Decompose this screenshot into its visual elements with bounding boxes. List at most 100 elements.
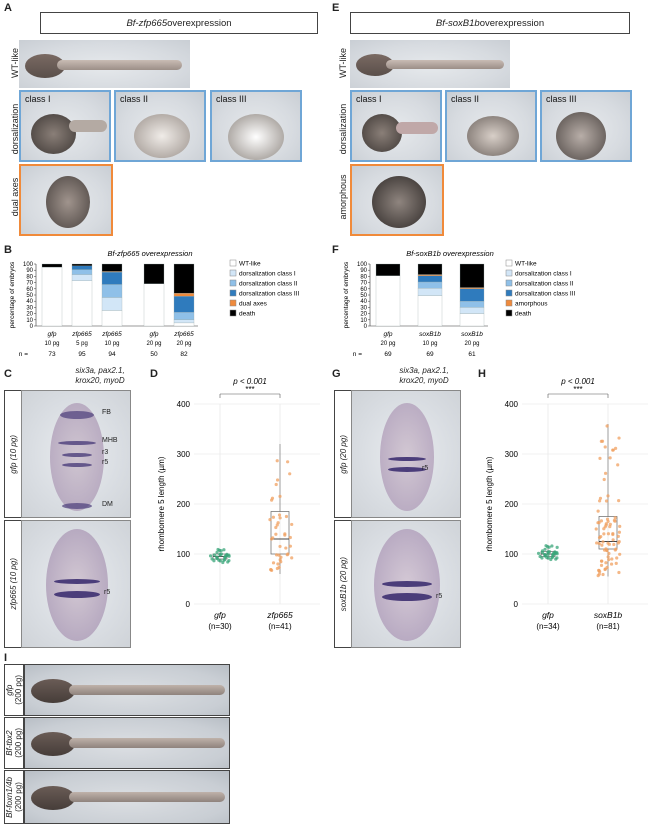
data-point [605,565,609,570]
y-tick-label: 100 [357,262,368,268]
data-point [215,556,219,560]
panel-a-dual-axes-image [19,164,113,236]
y-axis-label: percentage of embryos [343,261,350,328]
bar-segment [173,292,195,297]
n-count-label: 95 [78,351,86,358]
x-dose-label: 10 pg [422,341,437,347]
data-point [616,463,620,467]
data-point [269,537,274,541]
bar-segment [143,263,165,284]
y-tick-label: 90 [26,268,33,274]
legend-label: dorsalization class II [515,281,574,288]
data-point [601,572,605,577]
panel-c-stain-line2: krox20, myoD [75,376,125,385]
bar-segment [375,275,401,327]
significance-stars: *** [245,385,254,394]
data-point [550,544,554,548]
panel-i-container: gfp (200 pg) Bf-tbx2 (200 pg) Bf-foxn1/4b(… [4,664,230,824]
x-dose-label: 20 pg [146,341,161,347]
data-point [545,545,550,549]
data-point [271,561,276,565]
y-tick-label: 70 [360,281,367,287]
y-tick-label: 70 [26,281,33,287]
bar-segment [41,266,63,327]
chart-title: Bf-soxB1b overexpression [406,249,494,258]
data-point [290,522,294,527]
panel-e-class3-image: class III [540,90,632,162]
data-point [595,541,599,545]
data-point [536,551,541,555]
data-point [288,472,292,476]
data-point [290,556,294,560]
y-tick-label: 100 [23,262,34,268]
group-n-label: (n=41) [268,622,292,631]
panel-c-img1-labelbox: gfp (10 pg) [4,390,21,518]
panel-e-title-rest: overexpression [479,17,545,29]
p-value-label: p < 0.001 [560,377,595,386]
data-point [617,540,621,544]
data-point [616,534,620,538]
data-point [212,553,217,557]
n-count-label: 69 [426,351,434,358]
p-value-label: p < 0.001 [232,377,267,386]
panel-g-stain-line1: six3a, pax2.1, [399,366,449,375]
bar-segment [417,263,443,275]
legend-swatch [505,269,513,277]
y-tick-label: 0 [364,324,368,330]
panel-i-row3-dose: (200 pg) [14,782,23,812]
y-tick-label: 60 [360,287,367,293]
n-prefix-label: n = [353,351,362,358]
panel-g-stain: six3a, pax2.1, krox20, myoD [374,366,474,386]
bar-segment [459,307,485,314]
data-point [288,544,293,548]
panel-letter-g: G [332,368,341,380]
data-point [208,554,213,558]
panel-i-row2-dose: (200 pg) [14,728,23,758]
y-tick-label: 0 [514,600,519,609]
legend-swatch [229,259,237,267]
panel-a-class2-label: class II [120,94,149,104]
data-point [600,439,605,443]
data-point [268,517,272,522]
y-tick-label: 10 [26,318,33,324]
data-point [605,517,610,521]
y-tick-label: 30 [26,305,33,311]
legend-label: dorsalization class II [239,281,298,288]
panel-g-marker-r5: r5 [422,465,429,472]
legend-swatch [505,309,513,317]
bar-segment [417,274,443,276]
legend-label: death [239,311,256,318]
bar-segment [101,297,123,311]
legend-swatch [229,299,237,307]
x-category-label: zfp665 [173,331,194,338]
panel-e-title: Bf-soxB1b overexpression [350,12,630,34]
y-tick-label: 40 [26,299,33,305]
panel-c-zfp665-image: r5 [21,520,131,648]
data-point [553,552,557,556]
legend-swatch [505,259,513,267]
data-point [599,519,604,523]
panel-g-img1-labelbox: gfp (20 pg) [334,390,351,518]
data-point [276,521,280,525]
legend-label: amorphous [515,301,548,308]
data-point [271,515,276,519]
data-point [227,558,231,563]
y-tick-label: 100 [505,550,519,559]
panel-e-row-amorph: amorphous [338,174,348,220]
panel-c-marker-mhb: MHB [102,437,118,444]
data-point [608,456,612,460]
panel-e-class2-label: class II [451,94,480,104]
data-point [543,553,547,558]
bar-segment [101,271,123,285]
data-point [606,555,610,559]
data-point [598,499,602,503]
data-point [551,555,555,559]
data-point [614,547,618,551]
panel-letter-h: H [478,368,486,380]
bar-segment [375,263,401,276]
data-point [599,563,604,567]
y-tick-label: 40 [360,299,367,305]
panel-letter-a: A [4,2,12,14]
panel-e-row-dorsal: dorsalization [338,103,348,155]
data-point [606,532,611,536]
